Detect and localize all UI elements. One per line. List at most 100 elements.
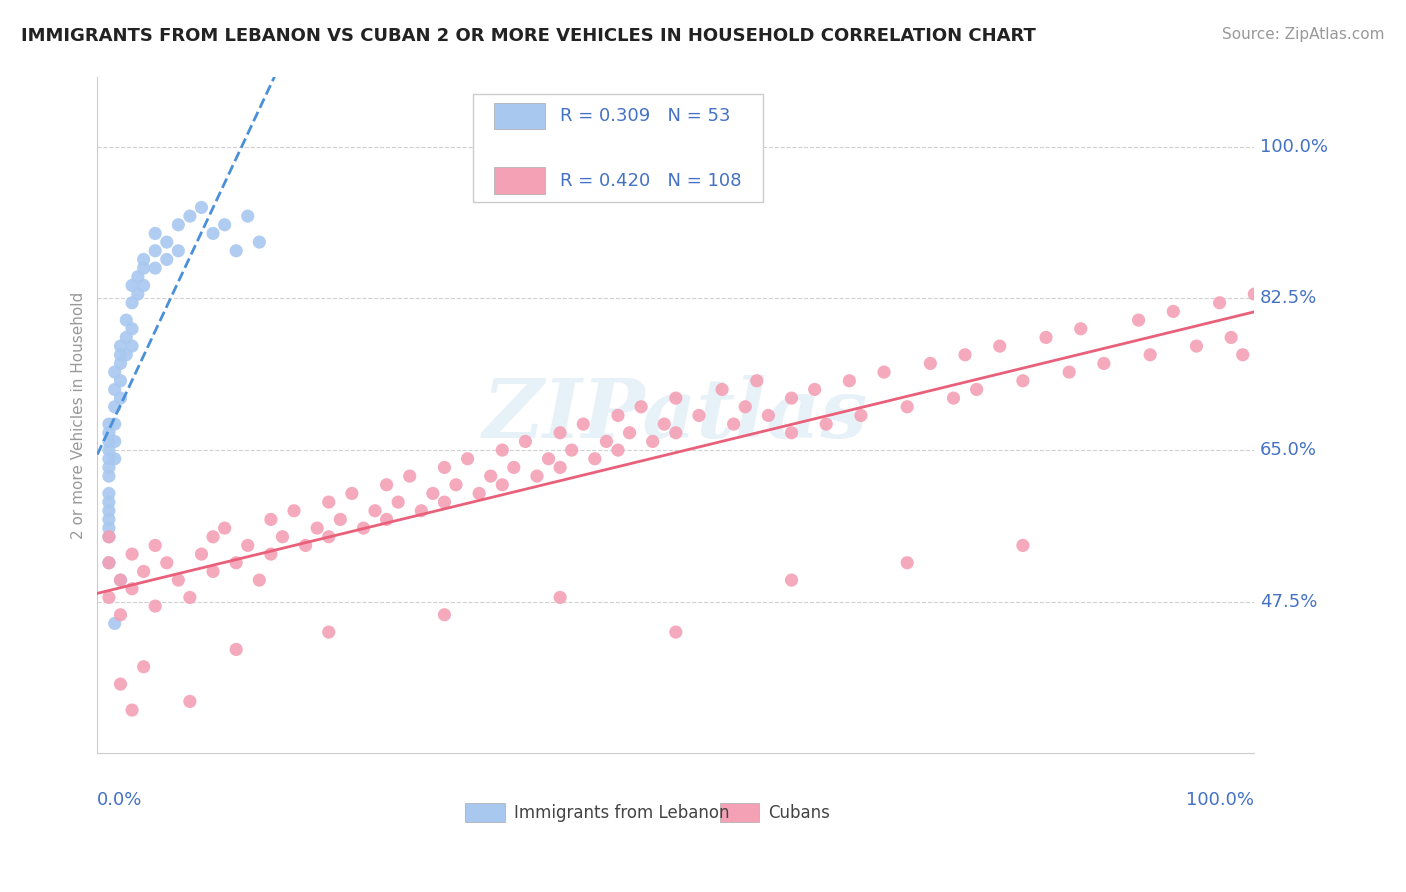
Point: [942, 391, 965, 405]
Point: [202, 227, 225, 241]
Point: [665, 391, 688, 405]
Point: [1057, 365, 1080, 379]
Point: [838, 374, 860, 388]
Point: [225, 556, 247, 570]
Point: [132, 565, 155, 579]
Point: [97, 512, 120, 526]
Point: [756, 409, 779, 423]
Text: 65.0%: 65.0%: [1260, 442, 1317, 459]
Point: [110, 348, 132, 362]
Y-axis label: 2 or more Vehicles in Household: 2 or more Vehicles in Household: [72, 292, 86, 539]
Point: [411, 504, 433, 518]
Point: [132, 659, 155, 673]
Point: [873, 365, 896, 379]
Point: [398, 469, 420, 483]
Point: [132, 278, 155, 293]
Point: [966, 383, 988, 397]
Point: [97, 495, 120, 509]
Point: [375, 477, 398, 491]
Point: [236, 209, 259, 223]
Point: [422, 486, 444, 500]
Point: [143, 261, 166, 276]
Point: [115, 348, 138, 362]
FancyBboxPatch shape: [465, 803, 505, 822]
Point: [1070, 322, 1092, 336]
Point: [630, 400, 652, 414]
Point: [1012, 538, 1035, 552]
Point: [283, 504, 305, 518]
Point: [1185, 339, 1208, 353]
Point: [97, 504, 120, 518]
Point: [225, 642, 247, 657]
Point: [225, 244, 247, 258]
Point: [711, 383, 734, 397]
Point: [179, 694, 201, 708]
Point: [132, 252, 155, 267]
Point: [260, 512, 283, 526]
Point: [121, 339, 143, 353]
Point: [97, 469, 120, 483]
Point: [780, 391, 803, 405]
Point: [1232, 348, 1254, 362]
Text: 82.5%: 82.5%: [1260, 289, 1317, 308]
Point: [572, 417, 595, 431]
FancyBboxPatch shape: [494, 103, 546, 129]
Point: [121, 295, 143, 310]
Point: [110, 573, 132, 587]
Point: [526, 469, 548, 483]
Point: [179, 591, 201, 605]
Point: [515, 434, 537, 449]
Point: [561, 443, 583, 458]
Point: [318, 625, 340, 640]
Point: [110, 374, 132, 388]
Point: [387, 495, 409, 509]
Point: [121, 322, 143, 336]
Point: [156, 252, 179, 267]
Point: [110, 607, 132, 622]
Point: [104, 451, 127, 466]
Point: [104, 400, 127, 414]
Point: [190, 201, 212, 215]
Point: [1092, 356, 1115, 370]
Point: [1139, 348, 1161, 362]
Point: [97, 591, 120, 605]
Point: [607, 409, 630, 423]
Point: [121, 278, 143, 293]
FancyBboxPatch shape: [494, 168, 546, 194]
Point: [1208, 295, 1230, 310]
Point: [352, 521, 374, 535]
Point: [1035, 330, 1057, 344]
Point: [641, 434, 664, 449]
Point: [97, 460, 120, 475]
Point: [457, 451, 479, 466]
Point: [104, 616, 127, 631]
Point: [723, 417, 745, 431]
Point: [110, 391, 132, 405]
Text: Source: ZipAtlas.com: Source: ZipAtlas.com: [1222, 27, 1385, 42]
Point: [97, 443, 120, 458]
Point: [583, 451, 606, 466]
Point: [156, 556, 179, 570]
Point: [110, 573, 132, 587]
Point: [340, 486, 363, 500]
Point: [97, 556, 120, 570]
Point: [167, 244, 190, 258]
Point: [247, 235, 270, 249]
Text: Immigrants from Lebanon: Immigrants from Lebanon: [513, 804, 730, 822]
Point: [143, 599, 166, 613]
Point: [115, 313, 138, 327]
Point: [121, 703, 143, 717]
Text: 100.0%: 100.0%: [1260, 137, 1329, 156]
Point: [271, 530, 294, 544]
Point: [156, 235, 179, 249]
Point: [849, 409, 872, 423]
Point: [953, 348, 976, 362]
Point: [97, 521, 120, 535]
Point: [190, 547, 212, 561]
Point: [143, 244, 166, 258]
FancyBboxPatch shape: [720, 803, 759, 822]
Point: [167, 218, 190, 232]
Text: ZIPatlas: ZIPatlas: [484, 376, 869, 456]
Text: R = 0.309   N = 53: R = 0.309 N = 53: [560, 107, 731, 125]
Point: [595, 434, 617, 449]
